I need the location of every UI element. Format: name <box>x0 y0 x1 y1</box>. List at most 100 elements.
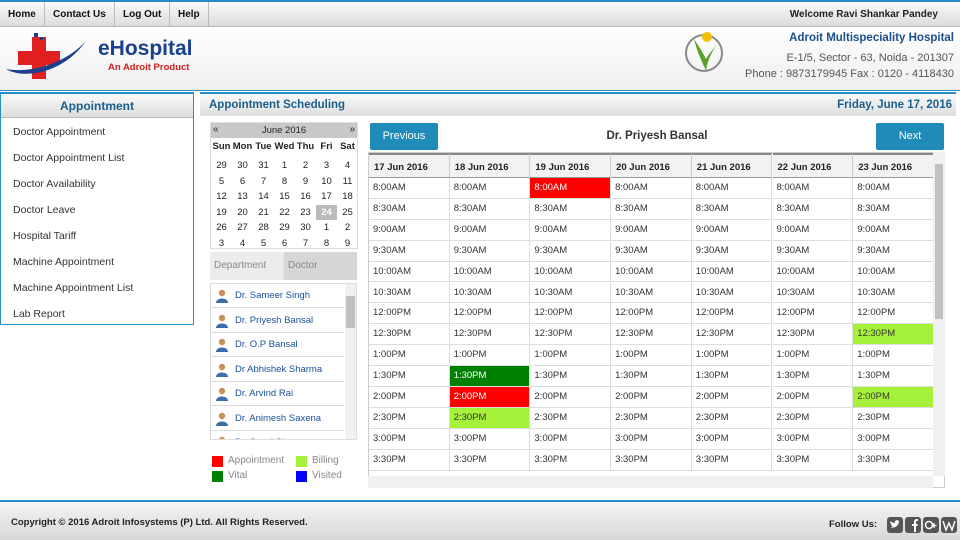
calendar-day[interactable]: 30 <box>237 160 248 171</box>
time-slot[interactable]: 9:00AM <box>691 219 773 241</box>
time-slot[interactable]: 2:30PM <box>691 407 773 429</box>
doctor-item[interactable]: Dr. O.P Bansal <box>211 333 344 357</box>
calendar-day[interactable]: 29 <box>279 222 290 233</box>
calendar-day[interactable]: 27 <box>237 222 248 233</box>
calendar-day[interactable]: 31 <box>258 160 269 171</box>
time-slot[interactable]: 8:30AM <box>853 198 934 220</box>
time-slot[interactable]: 8:30AM <box>611 198 692 220</box>
time-slot[interactable]: 1:30PM <box>530 366 612 387</box>
calendar-day[interactable]: 14 <box>258 191 269 202</box>
time-slot[interactable]: 10:00AM <box>369 261 450 283</box>
time-slot[interactable]: 10:30AM <box>853 282 934 304</box>
time-slot[interactable]: 3:30PM <box>772 449 854 471</box>
time-slot[interactable]: 1:30PM <box>449 366 531 387</box>
time-slot[interactable]: 9:30AM <box>369 240 450 262</box>
calendar-day[interactable]: 3 <box>323 160 330 171</box>
time-slot[interactable]: 10:30AM <box>369 282 450 304</box>
time-slot[interactable]: 10:00AM <box>691 261 773 283</box>
nav-link[interactable]: Help <box>170 2 209 27</box>
calendar-day[interactable]: 30 <box>300 222 311 233</box>
wordpress-icon[interactable] <box>941 517 957 533</box>
nav-link[interactable]: Contact Us <box>45 2 115 27</box>
time-slot[interactable]: 9:30AM <box>772 240 854 262</box>
calendar-day[interactable]: 19 <box>216 206 227 218</box>
time-slot[interactable]: 2:00PM <box>772 387 854 408</box>
time-slot[interactable]: 8:00AM <box>772 178 854 199</box>
time-slot[interactable]: 12:00PM <box>611 303 692 325</box>
time-slot[interactable]: 3:30PM <box>449 449 531 471</box>
tab[interactable]: Doctor <box>284 252 357 280</box>
time-slot[interactable]: 2:30PM <box>772 407 854 429</box>
time-slot[interactable]: 9:00AM <box>530 219 612 241</box>
sidebar-item[interactable]: Lab Report <box>13 308 65 320</box>
time-slot[interactable]: 1:00PM <box>772 345 854 367</box>
time-slot[interactable]: 10:00AM <box>853 261 934 283</box>
time-slot[interactable]: 3:00PM <box>369 428 450 450</box>
time-slot[interactable]: 1:00PM <box>449 345 531 367</box>
calendar-day[interactable]: 1 <box>281 160 288 171</box>
calendar-day[interactable]: 2 <box>344 222 351 233</box>
time-slot[interactable]: 2:00PM <box>611 387 692 408</box>
time-slot[interactable]: 3:30PM <box>369 449 450 471</box>
time-slot[interactable]: 8:30AM <box>530 198 612 220</box>
previous-button[interactable]: Previous <box>370 123 438 150</box>
calendar-day[interactable]: 5 <box>260 237 267 249</box>
time-slot[interactable]: 1:00PM <box>369 345 450 367</box>
calendar-day[interactable]: 29 <box>216 160 227 171</box>
calendar-day[interactable]: 24 <box>316 204 337 220</box>
time-slot[interactable]: 3:30PM <box>530 449 612 471</box>
time-slot[interactable]: 12:30PM <box>369 324 450 346</box>
calendar-day[interactable]: 22 <box>279 206 290 218</box>
calendar-day[interactable]: 6 <box>281 237 288 249</box>
time-slot[interactable]: 12:00PM <box>369 303 450 325</box>
time-slot[interactable]: 12:00PM <box>691 303 773 325</box>
time-slot[interactable]: 3:00PM <box>772 428 854 450</box>
gplus-icon[interactable] <box>923 517 939 533</box>
sidebar-item[interactable]: Doctor Appointment List <box>13 152 125 164</box>
calendar-day[interactable]: 4 <box>239 237 246 249</box>
calendar-day[interactable]: 7 <box>302 237 309 249</box>
calendar-day[interactable]: 4 <box>344 160 351 171</box>
time-slot[interactable]: 10:00AM <box>449 261 531 283</box>
time-slot[interactable]: 1:00PM <box>853 345 934 367</box>
time-slot[interactable]: 1:30PM <box>691 366 773 387</box>
time-slot[interactable]: 1:30PM <box>611 366 692 387</box>
time-slot[interactable]: 2:30PM <box>530 407 612 429</box>
time-slot[interactable]: 2:30PM <box>611 407 692 429</box>
time-slot[interactable]: 12:30PM <box>449 324 531 346</box>
time-slot[interactable]: 9:00AM <box>449 219 531 241</box>
time-slot[interactable]: 2:30PM <box>853 407 934 429</box>
time-slot[interactable]: 3:00PM <box>853 428 934 450</box>
time-slot[interactable]: 1:00PM <box>530 345 612 367</box>
sidebar-item[interactable]: Doctor Appointment <box>13 126 106 138</box>
calendar-day[interactable]: 13 <box>237 191 248 202</box>
time-slot[interactable]: 3:00PM <box>530 428 612 450</box>
sidebar-item[interactable]: Machine Appointment List <box>13 282 134 294</box>
time-slot[interactable]: 2:00PM <box>691 387 773 408</box>
sidebar-item[interactable]: Hospital Tariff <box>13 230 77 242</box>
time-slot[interactable]: 10:00AM <box>530 261 612 283</box>
time-slot[interactable]: 3:00PM <box>611 428 692 450</box>
time-slot[interactable]: 12:00PM <box>772 303 854 325</box>
time-slot[interactable]: 8:30AM <box>691 198 773 220</box>
sidebar-item[interactable]: Doctor Availability <box>13 178 96 190</box>
time-slot[interactable]: 8:00AM <box>530 178 612 199</box>
time-slot[interactable]: 10:30AM <box>772 282 854 304</box>
time-slot[interactable]: 12:30PM <box>691 324 773 346</box>
time-slot[interactable]: 1:00PM <box>611 345 692 367</box>
time-slot[interactable]: 8:30AM <box>772 198 854 220</box>
time-slot[interactable]: 1:30PM <box>369 366 450 387</box>
time-slot[interactable]: 2:00PM <box>369 387 450 408</box>
time-slot[interactable]: 9:30AM <box>853 240 934 262</box>
calendar-day[interactable]: 3 <box>218 237 225 249</box>
nav-link[interactable]: Log Out <box>115 2 171 27</box>
calendar-day[interactable]: 12 <box>216 191 227 202</box>
time-slot[interactable]: 10:30AM <box>449 282 531 304</box>
time-slot[interactable]: 2:00PM <box>853 387 934 408</box>
calendar-day[interactable]: 5 <box>218 175 225 187</box>
sidebar-item[interactable]: Doctor Leave <box>13 204 76 216</box>
calendar-day[interactable]: 16 <box>300 191 311 202</box>
time-slot[interactable]: 8:00AM <box>853 178 934 199</box>
time-slot[interactable]: 12:30PM <box>611 324 692 346</box>
calendar-day[interactable]: 28 <box>258 222 269 233</box>
